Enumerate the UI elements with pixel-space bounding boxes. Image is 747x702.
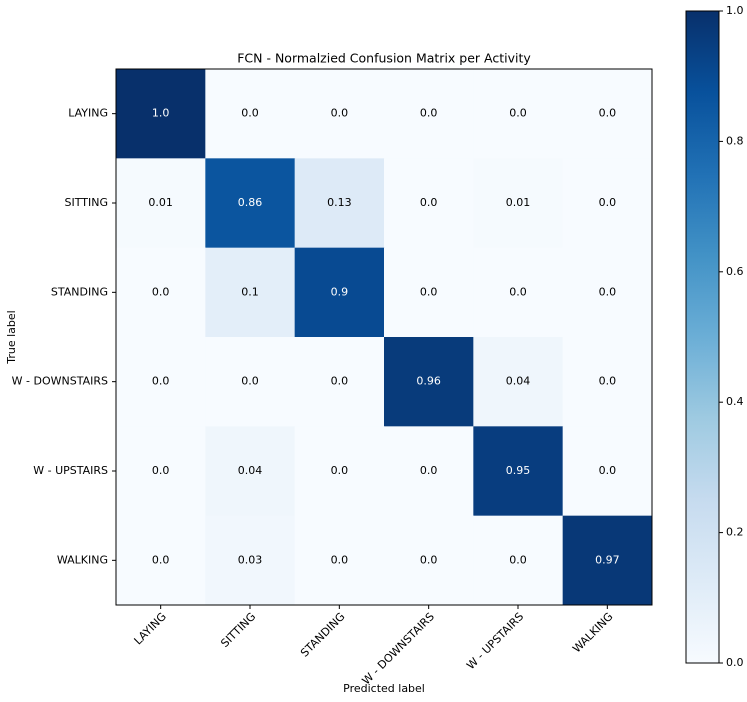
cell (205, 247, 296, 338)
cell-label: 0.13 (327, 196, 352, 209)
cell (384, 69, 474, 159)
cell (205, 158, 296, 249)
cell (473, 337, 564, 427)
cell-label: 0.0 (152, 553, 170, 566)
cell-label: 0.0 (331, 107, 349, 120)
colorbar-tick-label: 0.2 (726, 526, 744, 539)
cell (294, 337, 385, 427)
plot-frame (115, 68, 653, 606)
x-tick-label: W - UPSTAIRS (464, 610, 526, 672)
cell-label: 0.0 (331, 464, 349, 477)
cell-label: 1.0 (152, 107, 170, 120)
cell (384, 158, 474, 249)
chart-title: FCN - Normalzied Confusion Matrix per Ac… (237, 51, 531, 66)
cell-label: 0.0 (509, 285, 527, 298)
x-tick-label: LAYING (132, 610, 169, 647)
cell (116, 515, 206, 606)
cell-label: 0.95 (506, 464, 531, 477)
cell-label: 0.0 (599, 285, 617, 298)
colorbar-tick-label: 0.0 (726, 656, 744, 669)
cell (562, 69, 653, 159)
cell (205, 515, 296, 606)
cell-label: 0.97 (595, 553, 620, 566)
y-tick-label: STANDING (51, 285, 108, 298)
y-tick-label: SITTING (65, 196, 108, 209)
cell (562, 426, 653, 517)
cell (473, 247, 564, 338)
cell-label: 0.0 (599, 375, 617, 388)
cell (384, 426, 474, 517)
cell (473, 158, 564, 249)
cell-label: 0.01 (506, 196, 531, 209)
cell (205, 426, 296, 517)
colorbar-tick-label: 1.0 (726, 4, 744, 17)
colorbar (685, 10, 720, 664)
y-tick-label: W - UPSTAIRS (33, 464, 108, 477)
cell (294, 247, 385, 338)
cell-label: 0.04 (506, 375, 531, 388)
cell (294, 158, 385, 249)
cell (116, 247, 206, 338)
cell (562, 337, 653, 427)
cell-label: 0.0 (420, 464, 438, 477)
cell-label: 0.9 (331, 285, 349, 298)
cell (205, 337, 296, 427)
cell-label: 0.86 (238, 196, 263, 209)
cell (562, 247, 653, 338)
x-tick-label: STANDING (298, 610, 348, 660)
x-tick-label: W - DOWNSTAIRS (360, 610, 437, 687)
cell-label: 0.0 (420, 196, 438, 209)
x-tick-label: WALKING (570, 610, 615, 655)
y-axis-label: True label (5, 310, 18, 364)
cell-label: 0.0 (599, 107, 617, 120)
cell (116, 69, 206, 159)
colorbar-tick-label: 0.8 (726, 134, 744, 147)
cell (116, 158, 206, 249)
y-tick-label: LAYING (68, 107, 108, 120)
cell-label: 0.0 (509, 107, 527, 120)
cell-label: 0.0 (420, 285, 438, 298)
cell (384, 247, 474, 338)
cell-label: 0.03 (238, 553, 263, 566)
colorbar-tick-label: 0.6 (726, 265, 744, 278)
cell (473, 515, 564, 606)
cell-label: 0.0 (420, 107, 438, 120)
cell (384, 515, 474, 606)
cell (294, 69, 385, 159)
cell (205, 69, 296, 159)
cell (116, 337, 206, 427)
cell-label: 0.1 (241, 285, 259, 298)
cell (473, 426, 564, 517)
colorbar-tick-label: 0.4 (726, 395, 744, 408)
cell (384, 337, 474, 427)
cell (294, 515, 385, 606)
cell-label: 0.0 (599, 196, 617, 209)
cell (473, 69, 564, 159)
cell-label: 0.0 (509, 553, 527, 566)
cell (562, 515, 653, 606)
cell (562, 158, 653, 249)
x-axis-label: Predicted label (343, 682, 425, 695)
cell-label: 0.0 (152, 285, 170, 298)
cell-label: 0.0 (152, 375, 170, 388)
cell (294, 426, 385, 517)
cell-label: 0.0 (241, 375, 259, 388)
cell-label: 0.04 (238, 464, 263, 477)
cell-label: 0.0 (152, 464, 170, 477)
x-tick-label: SITTING (218, 610, 258, 650)
cell-label: 0.0 (420, 553, 438, 566)
cell-label: 0.0 (241, 107, 259, 120)
cell (116, 426, 206, 517)
cell-label: 0.0 (331, 375, 349, 388)
cell-label: 0.01 (148, 196, 173, 209)
cell-label: 0.0 (331, 553, 349, 566)
y-tick-label: W - DOWNSTAIRS (12, 375, 108, 388)
cell-label: 0.96 (416, 375, 441, 388)
cell-label: 0.0 (599, 464, 617, 477)
y-tick-label: WALKING (57, 553, 108, 566)
